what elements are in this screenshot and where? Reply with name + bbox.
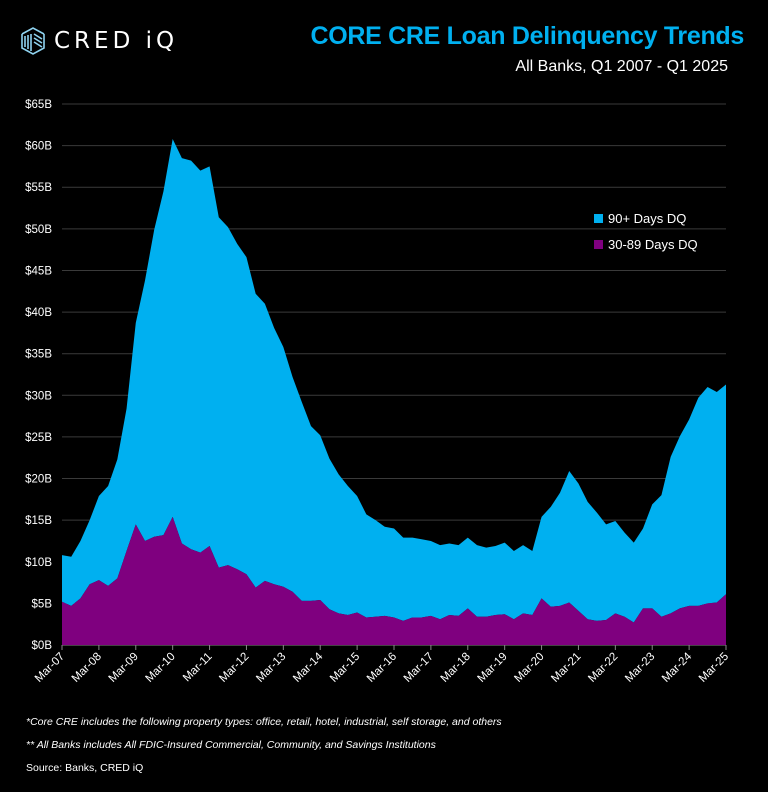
y-tick-label: $30B	[25, 390, 52, 402]
legend-label: 90+ Days DQ	[608, 211, 686, 226]
legend-swatch	[594, 240, 603, 249]
legend: 90+ Days DQ 30-89 Days DQ	[594, 211, 698, 252]
x-tick-label: Mar-16	[365, 651, 399, 685]
x-tick-label: Mar-17	[402, 651, 436, 685]
chart-subtitle: All Banks, Q1 2007 - Q1 2025	[515, 58, 728, 75]
chart-title: CORE CRE Loan Delinquency Trends	[310, 22, 744, 50]
x-tick-label: Mar-12	[217, 651, 251, 685]
legend-label: 30-89 Days DQ	[608, 237, 698, 252]
cred-iq-logo-icon	[21, 27, 45, 55]
y-tick-label: $40B	[25, 307, 52, 319]
area-90-plus-days-dq	[62, 138, 726, 623]
x-tick-label: Mar-09	[107, 651, 141, 685]
y-tick-label: $50B	[25, 224, 52, 236]
x-tick-label: Mar-23	[623, 651, 657, 685]
x-tick-label: Mar-08	[70, 651, 104, 685]
source-note: Source: Banks, CRED iQ	[26, 762, 144, 774]
footnote-all-banks: ** All Banks includes All FDIC-Insured C…	[26, 739, 436, 751]
y-tick-label: $0B	[32, 640, 53, 652]
y-tick-label: $25B	[25, 432, 52, 444]
x-tick-label: Mar-19	[476, 651, 510, 685]
x-tick-label: Mar-24	[660, 650, 695, 685]
y-tick-label: $35B	[25, 349, 52, 361]
y-tick-label: $10B	[25, 557, 52, 569]
x-tick-label: Mar-10	[144, 651, 178, 685]
x-tick-label: Mar-20	[512, 651, 546, 685]
stacked-areas	[62, 138, 726, 645]
x-tick-label: Mar-18	[439, 651, 473, 685]
y-tick-label: $60B	[25, 141, 52, 153]
y-tick-label: $15B	[25, 515, 52, 527]
y-tick-label: $5B	[32, 598, 53, 610]
y-tick-label: $65B	[25, 99, 52, 111]
x-tick-label: Mar-15	[328, 651, 362, 685]
cred-iq-logo: CRED iQ	[20, 26, 178, 56]
x-tick-label: Mar-07	[33, 651, 67, 685]
x-tick-label: Mar-13	[254, 651, 288, 685]
x-tick-label: Mar-11	[181, 651, 215, 685]
x-tick-label: Mar-25	[697, 651, 731, 685]
legend-swatch	[594, 214, 603, 223]
y-tick-label: $45B	[25, 265, 52, 277]
logo-text: CRED iQ	[54, 28, 179, 54]
x-tick-label: Mar-21	[549, 651, 583, 685]
y-tick-label: $55B	[25, 182, 52, 194]
area-30-89-days-dq	[62, 516, 726, 645]
x-tick-label: Mar-14	[291, 650, 326, 685]
y-axis-labels: $0B $5B $10B $15B $20B $25B $30B $35B $40B $45B $5…	[25, 99, 52, 652]
footnote-core-cre: *Core CRE includes the following propert…	[26, 716, 502, 728]
y-tick-label: $20B	[25, 474, 52, 486]
x-tick-label: Mar-22	[586, 651, 620, 685]
x-axis-labels: Mar-07 Mar-08 Mar-09 Mar-10 Mar-11 Mar-12 Mar-…	[33, 645, 731, 685]
